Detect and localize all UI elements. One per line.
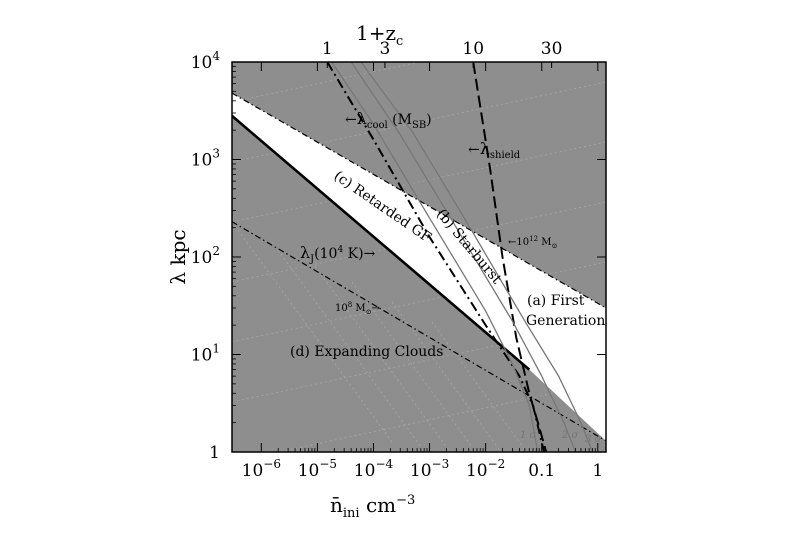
y-tick-label: 1 — [209, 443, 220, 463]
top-tick-label: 3 — [380, 39, 391, 59]
annotation-shield-arrow: ← — [468, 142, 480, 158]
x-tick-label: 10−6 — [242, 457, 281, 481]
faint-line — [232, 321, 606, 403]
x-tick-label: 1 — [592, 461, 603, 481]
sigma-3-label: 3 σ — [585, 434, 603, 445]
region-a-label-line2: Generation — [526, 313, 605, 329]
annotation-lambda-jeans: λJ(104 K)→ — [300, 243, 376, 265]
annotation-cool-arrow: ← — [345, 112, 357, 128]
annotation-jeans-rest: (10 — [314, 246, 337, 262]
annotation-mass8-arrow: → — [372, 303, 381, 314]
top-axis-title: 1+zc — [356, 21, 403, 49]
region-a-label-line1: (a) First — [527, 293, 585, 309]
faint-line — [391, 301, 502, 452]
annotation-jeans-sub: J — [309, 254, 314, 265]
sigma-1-label: 1 σ — [520, 430, 538, 441]
annotation-jeans-unit: K) — [343, 246, 363, 262]
series-sigma-3-line — [360, 62, 594, 452]
faint-line — [276, 381, 606, 452]
faint-line — [232, 141, 606, 223]
annotation-mass12-exp: 12 — [529, 235, 538, 243]
annotation-mass8-exp: 8 — [348, 301, 352, 309]
annotation-mass8-unit: M — [352, 303, 365, 314]
faint-line — [232, 261, 606, 343]
annotation-shield-lambda: λ — [480, 139, 490, 158]
y-tick-label: 103 — [191, 147, 220, 171]
series-layer — [232, 62, 606, 452]
annotation-shield-sub: shield — [490, 150, 521, 161]
annotation-cool-paren-close: ) — [426, 112, 431, 128]
annotation-mass12-sun: ⊙ — [551, 242, 557, 250]
top-tick-label: 10 — [462, 39, 484, 59]
plot-area — [232, 62, 606, 452]
top-tick-label: 30 — [541, 39, 563, 59]
annotation-mass12-unit: M — [538, 237, 551, 248]
series-mass-12-line — [232, 92, 606, 309]
x-axis-title: n̄ini cm−3 — [330, 493, 415, 521]
annotation-cool-sub: cool — [367, 120, 388, 131]
region-d-label: (d) Expanding Clouds — [290, 344, 443, 360]
x-axis-unit: cm — [366, 493, 396, 517]
annotation-mass-8: 108 M⊙→ — [335, 301, 381, 316]
annotation-cool-paren: (M — [392, 112, 412, 128]
series-shield-line — [472, 62, 548, 452]
y-axis-title: λ kpc — [166, 229, 190, 284]
annotation-jeans-lambda: λ — [300, 243, 310, 262]
series-sigma-2-line — [350, 62, 577, 452]
y-tick-label: 102 — [191, 244, 220, 268]
x-axis-subscript: ini — [343, 506, 360, 521]
top-axis-subscript: c — [396, 34, 403, 49]
x-axis-symbol: n̄ — [330, 493, 343, 517]
y-tick-label: 104 — [191, 49, 221, 73]
annotation-lambda-cool: ←λcool (MSB) — [345, 109, 432, 131]
x-tick-label: 10−4 — [354, 457, 394, 481]
series-sigma-1-line — [331, 62, 539, 452]
faint-line — [351, 281, 477, 452]
x-tick-label: 10−5 — [298, 457, 337, 481]
top-tick-label: 1 — [322, 39, 333, 59]
annotation-jeans-exp: 4 — [337, 245, 343, 255]
annotation-jeans-arrow: → — [364, 246, 376, 262]
annotation-mass12-base: 10 — [516, 237, 529, 248]
top-axis-label: 1+z — [356, 21, 396, 45]
series-mass-8-line — [232, 221, 606, 442]
faint-line — [311, 261, 451, 452]
annotation-cool-lambda: λ — [357, 109, 367, 128]
annotation-cool-paren-sub: SB — [412, 120, 426, 131]
annotation-mass8-sun: ⊙ — [366, 308, 372, 316]
faint-line — [271, 241, 426, 452]
x-tick-label: 10−2 — [466, 457, 505, 481]
x-tick-label: 10−3 — [410, 457, 449, 481]
x-axis-exponent: −3 — [396, 493, 415, 508]
faint-line — [232, 221, 393, 443]
annotation-mass12-arrow: ← — [508, 237, 516, 248]
faint-line — [232, 81, 606, 163]
sigma-2-label: 2 σ — [561, 430, 580, 441]
x-tick-label: 0.1 — [528, 461, 555, 481]
annotation-mass-12: ←1012 M⊙ — [508, 235, 557, 250]
faint-line — [431, 321, 528, 452]
annotation-lambda-shield: ←λshield — [468, 139, 521, 161]
annotation-mass8-base: 10 — [335, 303, 348, 314]
y-tick-label: 101 — [191, 342, 220, 366]
series-jeans-line — [232, 114, 531, 371]
